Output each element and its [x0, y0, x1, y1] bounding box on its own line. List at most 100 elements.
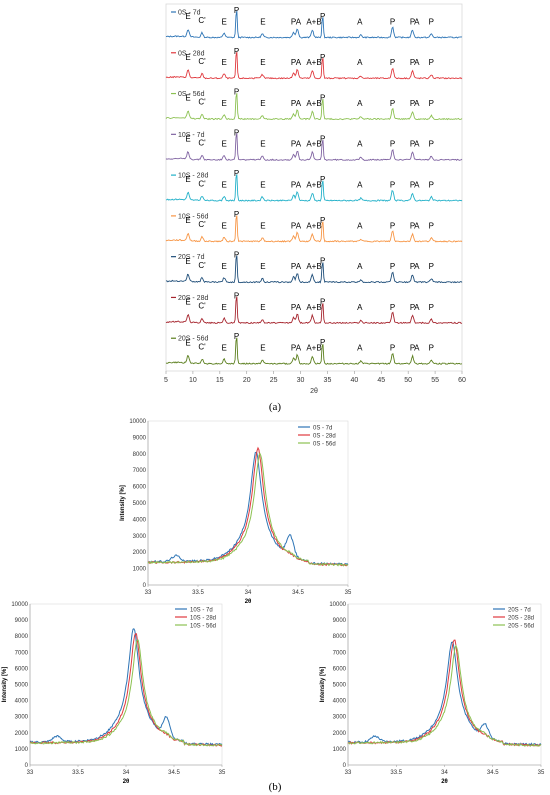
zoom-y-tick-label: 6000	[333, 666, 347, 672]
zoom-y-tick-label: 9000	[15, 618, 29, 624]
panel-a-series-legend-box	[171, 88, 207, 98]
panel-a-peak-annotation: P	[410, 344, 415, 353]
panel-a-series-line	[165, 337, 463, 365]
panel-a-peak-annotation: P	[390, 221, 395, 230]
panel-a-peak-annotation: P	[234, 251, 239, 260]
panel-a-peak-annotation: E	[185, 134, 190, 143]
panel-a-peak-annotation: P	[234, 291, 239, 300]
panel-a-series-legend-box	[171, 333, 207, 343]
panel-a-peak-annotation: A	[296, 303, 302, 312]
panel-a-peak-annotation: E	[185, 298, 190, 307]
panel-a-series-line	[165, 10, 463, 39]
zoom-y-tick-label: 1000	[333, 747, 347, 753]
panel-a-peak-annotation: A+B	[306, 58, 321, 67]
panel-a-peak-annotation: P	[429, 181, 434, 190]
panel-a-peak-annotation: P	[390, 17, 395, 26]
zoom-y-tick-label: 4000	[15, 699, 29, 705]
panel-a-peak-annotation: A+B	[306, 262, 321, 271]
zoom-x-axis-label: 2θ	[245, 599, 252, 605]
panel-a-peak-annotation: A	[296, 58, 302, 67]
zoom-y-tick-label: 7000	[15, 650, 29, 656]
zoom-y-tick-label: 5000	[15, 683, 29, 689]
panel-a-series-legend-label: 10S - 56d	[178, 213, 208, 220]
panel-a-peak-annotation: E	[221, 17, 226, 26]
panel-a-peak-annotation: A	[357, 17, 363, 26]
panel-a-series-legend-box	[171, 210, 207, 220]
panel-a-peak-annotation: A	[357, 99, 363, 108]
panel-a-series-line	[165, 133, 463, 162]
panel-a-peak-annotation: A	[414, 99, 420, 108]
panel-a-x-tick-label: 10	[189, 377, 197, 384]
panel-a-x-tick-label: 50	[404, 377, 412, 384]
panel-a-peak-annotation: A	[414, 140, 420, 149]
panel-a-peak-annotation: P	[234, 47, 239, 56]
zoom-y-tick-label: 5000	[333, 683, 347, 689]
panel-a-x-tick-label: 55	[431, 377, 439, 384]
panel-a-series-legend-box	[171, 292, 207, 302]
panel-a-peak-annotation: P	[291, 344, 296, 353]
panel-a-series-legend-label: 10S - 28d	[178, 173, 208, 180]
panel-a-peak-annotation: P	[410, 221, 415, 230]
panel-a-peak-annotation: P	[234, 6, 239, 15]
panel-a-peak-annotation: E	[260, 181, 265, 190]
panel-a-peak-annotation: E	[221, 181, 226, 190]
panel-a-peak-annotation: P	[429, 99, 434, 108]
panel-a-peak-annotation: A	[357, 140, 363, 149]
zoom-y-tick-label: 5000	[133, 501, 147, 507]
panel-a-peak-annotation: P	[320, 175, 325, 184]
panel-a-peak-annotation: E	[185, 216, 190, 225]
panel-a-peak-annotation: A	[296, 221, 302, 230]
panel-a-peak-annotation: A	[414, 17, 420, 26]
zoom-legend-label: 10S - 7d	[190, 608, 213, 614]
panel-a-peak-annotation: E	[260, 58, 265, 67]
panel-a-peak-annotation: P	[320, 12, 325, 21]
panel-a-peak-annotation: A+B	[306, 181, 321, 190]
panel-a-peak-annotation: P	[410, 140, 415, 149]
zoom-y-tick-label: 8000	[133, 452, 147, 458]
zoom-y-tick-label: 3000	[15, 715, 29, 721]
panel-a-peak-annotation: P	[234, 210, 239, 219]
panel-a-peak-annotation: C'	[198, 261, 206, 270]
panel-a-x-tick-label: 25	[270, 377, 278, 384]
panel-a-peak-annotation: P	[429, 303, 434, 312]
zoom-y-tick-label: 9000	[133, 435, 147, 441]
panel-a-peak-annotation: A	[296, 140, 302, 149]
panel-b-label: (b)	[269, 781, 282, 793]
panel-a-series-line	[165, 255, 463, 284]
panel-a-peak-annotation: P	[291, 181, 296, 190]
zoom-y-tick-label: 10000	[11, 602, 28, 608]
panel-a-peak-annotation: P	[429, 140, 434, 149]
panel-a-x-tick-label: 40	[350, 377, 358, 384]
zoom-legend-label: 20S - 56d	[508, 624, 534, 630]
panel-a-peak-annotation: A	[296, 99, 302, 108]
panel-a-peak-annotation: E	[260, 344, 265, 353]
panel-a-peak-annotation: E	[260, 17, 265, 26]
zoom-y-tick-label: 1000	[133, 567, 147, 573]
panel-a-peak-annotation: P	[320, 297, 325, 306]
panel-a-peak-annotation: P	[410, 58, 415, 67]
panel-a-peak-annotation: P	[410, 17, 415, 26]
panel-a-peak-annotation: P	[390, 58, 395, 67]
zoom-x-tick-label: 34.5	[168, 770, 180, 776]
zoom-x-tick-label: 33.5	[192, 590, 204, 596]
zoom-series-line	[147, 451, 349, 566]
panel-a-peak-annotation: P	[320, 257, 325, 266]
zoom-legend-label: 10S - 56d	[190, 624, 216, 630]
panel-a-peak-annotation: E	[185, 338, 190, 347]
panel-a-peak-annotation: C'	[198, 302, 206, 311]
zoom-legend-label: 0S - 7d	[313, 426, 332, 432]
panel-a-peak-annotation: A	[414, 221, 420, 230]
panel-a-series-legend-box	[171, 170, 207, 180]
panel-a-peak-annotation: E	[221, 303, 226, 312]
zoom-legend-label: 0S - 56d	[313, 442, 336, 448]
panel-a-peak-annotation: C'	[198, 220, 206, 229]
panel-a-peak-annotation: A	[296, 262, 302, 271]
zoom-legend-label: 20S - 7d	[508, 608, 531, 614]
zoom-y-tick-label: 3000	[133, 534, 147, 540]
panel-a-peak-annotation: P	[390, 303, 395, 312]
panel-a-peak-annotation: E	[185, 94, 190, 103]
panel-a-series-legend-box	[171, 47, 207, 57]
panel-a-peak-annotation: E	[260, 262, 265, 271]
zoom-y-tick-label: 2000	[333, 731, 347, 737]
